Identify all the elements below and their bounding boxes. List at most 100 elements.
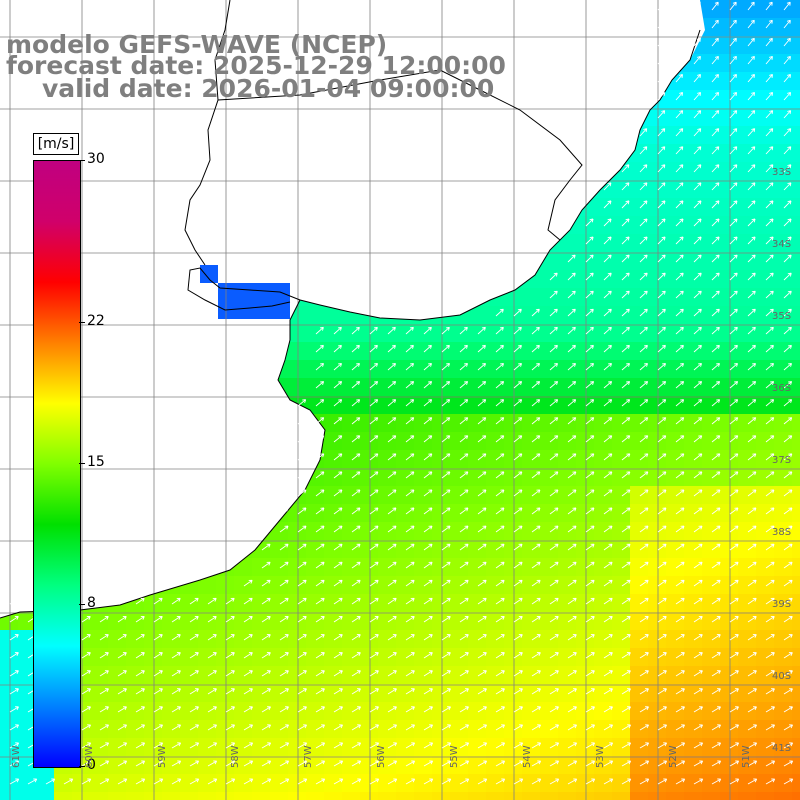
wind-arrow: [459, 381, 469, 389]
wind-arrow: [135, 634, 145, 641]
wind-speed-cell: [792, 36, 800, 55]
wind-speed-cell: [738, 450, 757, 469]
wind-speed-cell: [360, 468, 379, 487]
wind-arrow: [495, 435, 505, 443]
wind-speed-cell: [666, 90, 685, 109]
wind-arrow: [657, 652, 667, 659]
wind-arrow: [693, 362, 702, 371]
wind-speed-cell: [306, 648, 325, 667]
wind-speed-cell: [702, 90, 721, 109]
wind-arrow: [279, 579, 289, 587]
wind-arrow: [603, 236, 612, 245]
wind-arrow: [207, 760, 218, 767]
wind-speed-cell: [702, 612, 721, 631]
wind-arrow: [81, 634, 91, 641]
wind-speed-cell: [540, 594, 559, 613]
wind-arrow: [405, 399, 415, 407]
wind-speed-cell: [342, 774, 361, 793]
wind-arrow: [513, 670, 523, 677]
wind-arrow: [657, 507, 667, 515]
wind-arrow: [117, 670, 127, 677]
wind-speed-cell: [486, 738, 505, 757]
wind-speed-cell: [270, 594, 289, 613]
wind-arrow: [621, 381, 631, 389]
wind-arrow: [171, 670, 181, 677]
wind-arrow: [621, 254, 630, 263]
wind-speed-cell: [558, 450, 577, 469]
wind-arrow: [549, 525, 559, 533]
wind-speed-cell: [432, 774, 451, 793]
wind-arrow: [603, 308, 612, 317]
wind-speed-cell: [558, 378, 577, 397]
wind-arrow: [333, 760, 344, 767]
wind-arrow: [747, 128, 756, 137]
wind-speed-cell: [648, 198, 667, 217]
wind-speed-cell: [324, 450, 343, 469]
wind-arrow: [297, 579, 307, 587]
wind-speed-cell: [684, 612, 703, 631]
wind-arrow: [711, 760, 722, 767]
wind-arrow: [495, 344, 504, 353]
wind-speed-cell: [414, 666, 433, 685]
wind-speed-cell: [378, 360, 397, 379]
wind-arrow: [657, 308, 666, 317]
wind-speed-cell: [504, 630, 523, 649]
wind-arrow: [369, 489, 379, 497]
wind-arrow: [189, 778, 200, 785]
wind-speed-cell: [594, 738, 613, 757]
wind-speed-cell: [540, 504, 559, 523]
wind-arrow: [675, 742, 686, 749]
wind-arrow: [351, 489, 361, 497]
wind-speed-cell: [756, 414, 775, 433]
wind-speed-cell: [594, 648, 613, 667]
wind-speed-cell: [198, 666, 217, 685]
wind-speed-cell: [504, 774, 523, 793]
wind-arrow: [621, 471, 631, 479]
wind-arrow: [441, 489, 451, 497]
wind-arrow: [729, 688, 739, 695]
wind-speed-cell: [666, 630, 685, 649]
wind-speed-cell: [720, 504, 739, 523]
wind-speed-cell: [666, 108, 685, 127]
wind-speed-cell: [666, 540, 685, 559]
wind-arrow: [747, 381, 757, 389]
wind-arrow: [711, 507, 721, 515]
wind-speed-cell: [234, 666, 253, 685]
wind-speed-cell: [324, 666, 343, 685]
wind-speed-cell: [630, 414, 649, 433]
wind-arrow: [315, 399, 325, 407]
wind-speed-cell: [378, 468, 397, 487]
wind-speed-cell: [774, 414, 793, 433]
wind-speed-cell: [234, 630, 253, 649]
wind-arrow: [621, 597, 631, 605]
wind-speed-cell: [684, 90, 703, 109]
wind-arrow: [405, 381, 415, 389]
wind-speed-cell: [36, 792, 55, 800]
wind-arrow: [765, 706, 775, 713]
coastline-atlantic: [0, 29, 701, 619]
wind-arrow: [711, 218, 720, 227]
wind-speed-cell: [306, 396, 325, 415]
wind-arrow: [207, 615, 217, 623]
wind-arrow: [423, 561, 433, 569]
wind-arrow: [441, 579, 451, 587]
wind-speed-cell: [720, 432, 739, 451]
wind-speed-cell: [360, 504, 379, 523]
wind-speed-cell: [324, 648, 343, 667]
wind-arrow: [711, 670, 721, 677]
wind-arrow: [495, 778, 506, 785]
wind-arrows: [9, 1, 794, 785]
wind-speed-cell: [504, 504, 523, 523]
estuary-cell: [218, 283, 236, 301]
wind-speed-cell: [630, 342, 649, 361]
wind-arrow: [567, 597, 577, 605]
wind-speed-cell: [702, 468, 721, 487]
wind-arrow: [423, 652, 433, 659]
wind-arrow: [603, 778, 614, 785]
wind-speed-cell: [720, 144, 739, 163]
wind-arrow: [405, 525, 415, 533]
wind-arrow: [297, 543, 307, 551]
wind-speed-cell: [468, 702, 487, 721]
wind-arrow: [387, 670, 397, 677]
wind-speed-cell: [774, 684, 793, 703]
